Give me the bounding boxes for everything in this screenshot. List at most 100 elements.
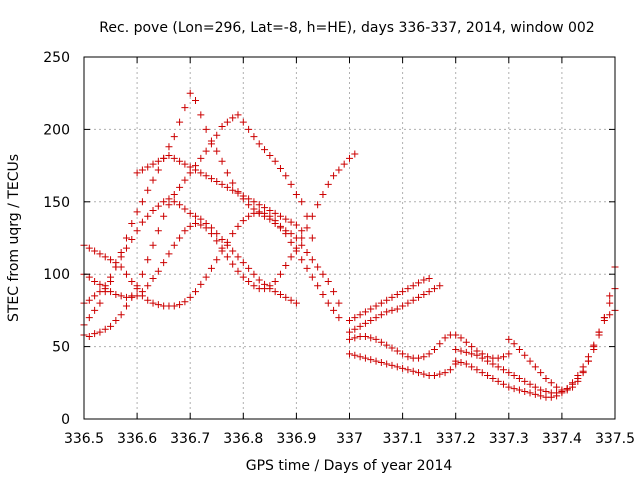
data-point-marker [160, 259, 168, 267]
y-tick-label: 150 [43, 195, 70, 211]
data-point-marker [409, 282, 417, 290]
data-point-marker [186, 89, 194, 97]
data-point-marker [468, 343, 476, 351]
data-point-marker [287, 218, 295, 226]
data-point-marker [229, 260, 237, 268]
data-point-marker [266, 151, 274, 159]
data-point-marker [590, 343, 598, 351]
data-point-marker [383, 308, 391, 316]
data-point-marker [245, 277, 253, 285]
data-point-marker [186, 222, 194, 230]
data-point-marker [144, 282, 152, 290]
data-point-marker [324, 299, 332, 307]
data-point-marker [436, 340, 444, 348]
data-point-marker [489, 360, 497, 368]
data-point-marker [261, 204, 269, 212]
data-point-marker [494, 354, 502, 362]
data-point-marker [245, 195, 253, 203]
data-point-marker [261, 146, 269, 154]
data-point-marker [415, 354, 423, 362]
data-point-marker [377, 359, 385, 367]
data-point-marker [399, 350, 407, 358]
data-point-marker [346, 328, 353, 336]
data-point-marker [271, 209, 279, 217]
data-point-marker [138, 292, 146, 300]
data-point-marker [160, 154, 168, 162]
data-point-marker [165, 195, 173, 203]
data-point-marker [298, 227, 306, 235]
data-point-marker [197, 111, 205, 119]
data-point-marker [192, 288, 200, 296]
data-point-marker [128, 220, 136, 228]
data-point-marker [133, 208, 141, 216]
data-point-marker [218, 180, 226, 188]
data-point-marker [271, 277, 279, 285]
data-point-marker [462, 360, 470, 368]
data-point-marker [330, 288, 338, 296]
data-point-marker [526, 389, 534, 397]
data-point-marker [367, 317, 375, 325]
data-point-marker [229, 247, 237, 255]
data-point-marker [128, 293, 136, 301]
data-point-marker [234, 189, 242, 197]
data-point-marker [510, 372, 518, 380]
data-point-marker [250, 209, 258, 217]
data-point-marker [138, 218, 146, 226]
data-point-marker [213, 237, 221, 245]
data-point-marker [287, 238, 295, 246]
data-point-marker [499, 380, 507, 388]
data-point-marker [250, 270, 258, 278]
data-point-marker [276, 212, 284, 220]
data-point-marker [441, 334, 449, 342]
data-point-marker [468, 350, 476, 358]
data-point-marker [229, 230, 237, 238]
data-point-marker [181, 227, 189, 235]
data-point-marker [255, 140, 263, 148]
x-tick-label: 337 [336, 431, 363, 447]
data-point-marker [383, 360, 391, 368]
data-point-marker [138, 198, 146, 206]
data-point-marker [239, 273, 247, 281]
data-point-marker [494, 377, 502, 385]
data-point-marker [547, 393, 555, 401]
data-point-marker [271, 217, 279, 225]
data-point-marker [202, 147, 210, 155]
data-point-marker [484, 357, 492, 365]
data-point-marker [202, 172, 210, 180]
data-point-marker [192, 96, 200, 104]
data-point-marker [537, 369, 545, 377]
data-point-marker [383, 341, 391, 349]
data-point-marker [393, 290, 401, 298]
data-point-marker [351, 325, 359, 333]
data-point-marker [399, 364, 407, 372]
data-point-marker [436, 370, 444, 378]
data-point-marker [91, 277, 99, 285]
data-point-marker [170, 302, 178, 310]
data-point-marker [218, 123, 226, 131]
data-point-marker [452, 331, 460, 339]
data-point-marker [117, 292, 125, 300]
data-point-marker [234, 222, 242, 230]
data-point-marker [515, 386, 523, 394]
data-point-marker [239, 259, 247, 267]
data-point-marker [176, 301, 184, 309]
data-point-marker [324, 180, 332, 188]
data-point-marker [229, 114, 237, 122]
data-point-marker [531, 390, 539, 398]
data-point-marker [361, 332, 369, 340]
data-point-marker [122, 270, 130, 278]
data-point-marker [160, 198, 168, 206]
data-point-marker [197, 169, 205, 177]
data-point-marker [96, 250, 104, 258]
data-point-marker [186, 293, 194, 301]
data-point-marker [170, 191, 178, 199]
data-point-marker [144, 186, 152, 194]
data-point-marker [292, 221, 300, 229]
data-point-marker [276, 270, 284, 278]
data-point-marker [144, 256, 152, 264]
data-point-marker [133, 227, 141, 235]
chart-title: Rec. pove (Lon=296, Lat=-8, h=HE), days … [99, 20, 594, 36]
data-point-marker [165, 250, 173, 258]
data-point-marker [521, 387, 529, 395]
data-point-marker [319, 191, 327, 199]
